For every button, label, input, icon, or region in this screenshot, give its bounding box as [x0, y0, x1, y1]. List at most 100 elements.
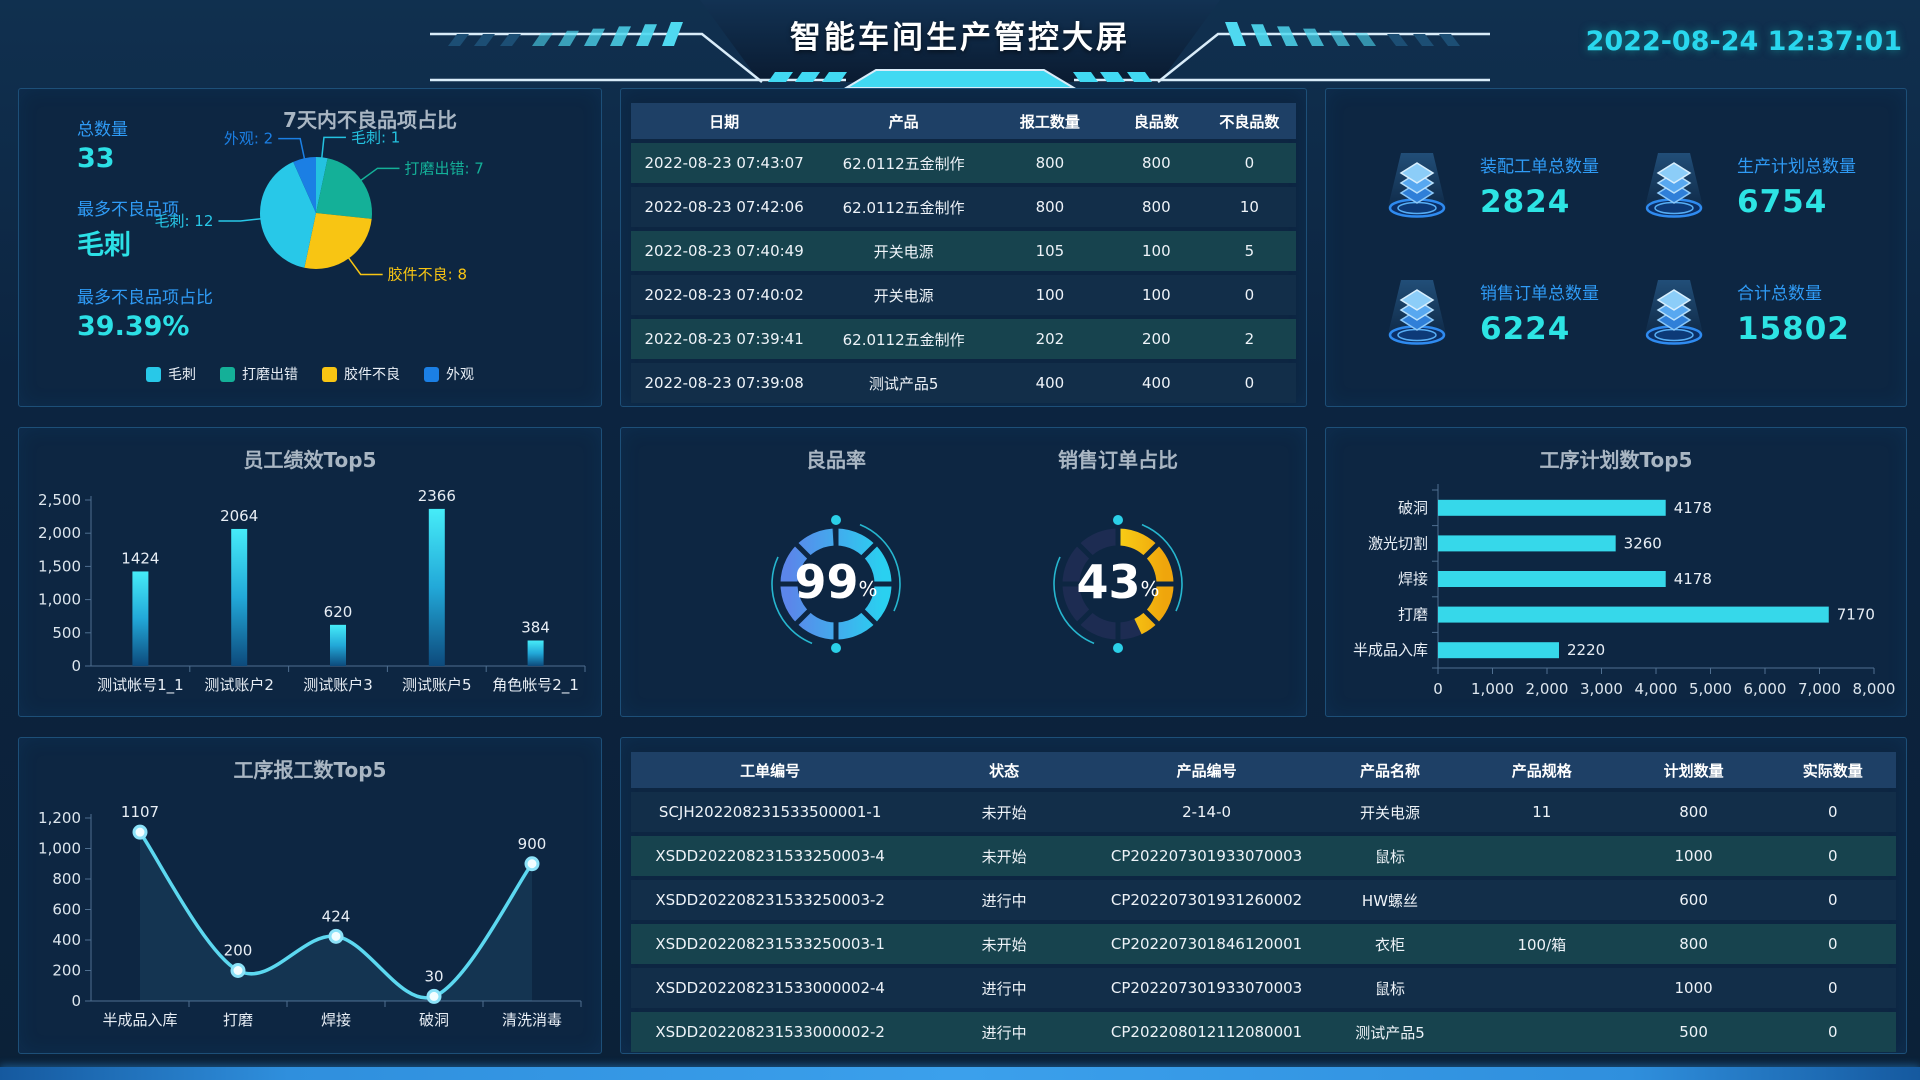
x-tick-label: 1,000	[1471, 680, 1514, 698]
employee-bar-chart: 0 500 1,000 1,500 2,000 2,500 1424 测试帐号1_1 2064 测…	[38, 487, 586, 695]
table-cell: XSDD202208231533000002-4	[655, 979, 885, 997]
legend-item[interactable]: 胶件不良	[322, 364, 400, 384]
card-text: 生产计划总数量 6754	[1737, 152, 1856, 220]
card-label: 销售订单总数量	[1480, 283, 1599, 304]
y-tick-label: 2,500	[38, 491, 81, 509]
pie-slice	[316, 158, 372, 219]
x-tick-label: 8,000	[1853, 680, 1896, 698]
x-category-label: 测试帐号1_1	[97, 676, 184, 695]
table-cell: 62.0112五金制作	[842, 330, 965, 349]
column-header: 计划数量	[1617, 752, 1770, 788]
bar	[527, 640, 544, 666]
y-category-label: 打磨	[1398, 606, 1428, 624]
table-row: SCJH202208231533500001-1 未开始 2-14-0 开关电源 11 8…	[631, 792, 1896, 832]
stat-label: 最多不良品项	[77, 200, 179, 220]
x-tick-label: 5,000	[1689, 680, 1732, 698]
x-category-label: 测试账户2	[204, 676, 274, 694]
card-text: 装配工单总数量 2824	[1480, 152, 1599, 220]
column-header: 报工数量	[990, 103, 1110, 139]
table-cell: 进行中	[981, 979, 1027, 998]
table-cell	[1466, 836, 1618, 876]
panel-employee-performance: 员工绩效Top5 0 500 1,000 1,500 2,000 2,500 1424 测试帐…	[18, 427, 602, 717]
x-tick-label: 4,000	[1635, 680, 1678, 698]
process-report-title: 工序报工数Top5	[233, 758, 387, 782]
table-cell: XSDD202208231533250003-1	[655, 935, 885, 953]
x-category-label: 破洞	[419, 1011, 449, 1029]
table-row: 2022-08-23 07:43:07 62.0112五金制作 800 800 0	[631, 143, 1296, 183]
table-header-row: 工单编号 状态 产品编号 产品名称 产品规格 计划数量 实际数量	[631, 752, 1896, 788]
pie-callout-label: 毛刺: 1	[351, 128, 400, 146]
bar	[231, 528, 248, 666]
y-tick-label: 400	[52, 931, 81, 949]
card-value: 6224	[1480, 310, 1571, 347]
table-cell: CP202207301933070003	[1110, 847, 1303, 865]
panel-order-table: 工单编号 状态 产品编号 产品名称 产品规格 计划数量 实际数量 SCJH2022082315…	[620, 737, 1907, 1054]
column-header: 产品编号	[1099, 752, 1315, 788]
bar-value-label: 4178	[1674, 570, 1712, 588]
table-row: XSDD202208231533250003-2 进行中 CP20220730193…	[631, 880, 1896, 920]
data-point	[524, 856, 540, 872]
gauge-sales-ratio: 销售订单占比 43%	[998, 428, 1238, 716]
x-category-label: 角色帐号2_1	[492, 676, 579, 695]
table-cell: 11	[1532, 803, 1552, 821]
table-cell: 0	[1827, 979, 1838, 997]
legend-swatch	[424, 366, 439, 382]
bar	[132, 571, 149, 666]
table-cell: 800	[1141, 154, 1171, 172]
page-title: 智能车间生产管控大屏	[790, 20, 1130, 56]
card-text: 销售订单总数量 6224	[1480, 279, 1599, 347]
table-row: XSDD202208231533000002-4 进行中 CP20220730193…	[631, 968, 1896, 1008]
sales-ratio-gauge-chart: 43%	[1053, 515, 1183, 653]
legend-label: 打磨出错	[242, 367, 298, 383]
y-tick-label: 1,500	[38, 557, 81, 575]
legend-item[interactable]: 打磨出错	[220, 364, 298, 384]
table-cell: 开关电源	[873, 286, 934, 305]
table-cell: 1000	[1674, 979, 1713, 997]
x-tick-label: 2,000	[1526, 680, 1569, 698]
bar-value-label: 1424	[121, 549, 159, 567]
gauge-good-rate: 良品率 99%	[716, 428, 956, 716]
table-cell: 2022-08-23 07:43:07	[644, 154, 804, 172]
table-cell: 800	[1035, 198, 1065, 216]
stat-card-production-plans: 生产计划总数量 6754	[1631, 123, 1888, 250]
bar-value-label: 4178	[1674, 499, 1712, 517]
legend-item[interactable]: 外观	[424, 364, 474, 384]
x-tick-label: 3,000	[1580, 680, 1623, 698]
legend-item[interactable]: 毛刺	[146, 364, 196, 384]
order-table: 工单编号 状态 产品编号 产品名称 产品规格 计划数量 实际数量 SCJH2022082315…	[631, 748, 1896, 1056]
table-cell: 100	[1141, 286, 1171, 304]
card-label: 装配工单总数量	[1480, 157, 1599, 178]
table-cell: 5	[1244, 242, 1255, 260]
table-cell: 2	[1244, 330, 1255, 348]
bar-value-label: 7170	[1837, 606, 1875, 624]
table-cell: 开关电源	[873, 242, 934, 261]
table-row: XSDD202208231533250003-4 未开始 CP20220730193…	[631, 836, 1896, 876]
panel-order-stats: 装配工单总数量 2824 生产计划总数量 6754 销售订单总数量 6224	[1325, 88, 1907, 407]
table-cell: 0	[1827, 803, 1838, 821]
chart-legend: 毛刺 打磨出错 胶件不良 外观	[19, 364, 601, 384]
y-category-label: 激光切割	[1368, 534, 1428, 552]
table-cell	[1466, 968, 1618, 1008]
bar-value-label: 2220	[1567, 641, 1605, 659]
table-cell: 1000	[1674, 847, 1713, 865]
table-cell: XSDD202208231533250003-4	[655, 847, 885, 865]
datetime-display: 2022-08-24 12:37:01	[1585, 26, 1902, 57]
column-header: 不良品数	[1202, 103, 1296, 139]
data-point	[328, 928, 344, 944]
defect-chart-title: 7天内不良品项占比	[283, 108, 457, 132]
legend-swatch	[322, 366, 337, 382]
layers-stack-icon	[1645, 279, 1703, 345]
table-cell: 鼠标	[1374, 847, 1405, 866]
table-cell: XSDD202208231533000002-2	[655, 1023, 885, 1041]
panel-process-report: 工序报工数Top5 0 200 400 600 800 1,000 1,200 1107 半成品…	[18, 737, 602, 1054]
table-cell: 100	[1141, 242, 1171, 260]
point-value-label: 900	[518, 835, 547, 853]
stat-total: 总数量 33	[77, 115, 213, 174]
bar	[428, 508, 445, 666]
process-plan-title: 工序计划数Top5	[1539, 448, 1693, 472]
table-cell: 0	[1827, 847, 1838, 865]
column-header: 良品数	[1109, 103, 1203, 139]
card-label: 合计总数量	[1737, 283, 1822, 304]
y-tick-label: 1,000	[38, 840, 81, 858]
y-tick-label: 0	[71, 657, 81, 675]
